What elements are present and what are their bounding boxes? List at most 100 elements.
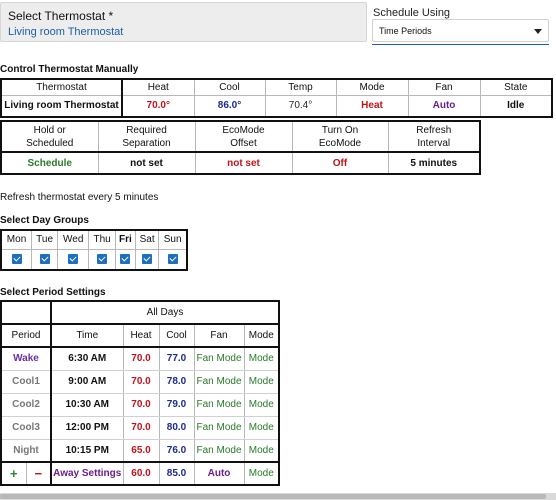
day-cell-tue (31, 249, 59, 270)
mode-cell[interactable]: Mode (244, 416, 279, 440)
period-wake[interactable]: Wake (1, 347, 52, 371)
day-sat: Sat (135, 230, 160, 250)
refresh-status-text: Refresh thermostat every 5 minutes (0, 192, 159, 203)
mode-cell[interactable]: Heat (336, 95, 409, 117)
col-mode: Mode (336, 79, 409, 96)
col-time: Time (51, 324, 124, 348)
refresh-interval-cell[interactable]: 5 minutes (410, 157, 458, 169)
remove-period-button[interactable]: − (26, 462, 52, 485)
select-thermostat-value[interactable]: Living room Thermostat (8, 26, 124, 38)
heat-setpoint-cell[interactable]: 70.0° (122, 95, 195, 117)
schedule-using-label: Schedule Using (373, 7, 451, 19)
day-tue: Tue (31, 230, 59, 250)
fan-mode-cell[interactable]: Fan Mode (194, 370, 245, 394)
col-cool: Cool (194, 79, 266, 96)
horizontal-scrollbar[interactable] (0, 493, 556, 500)
time-cell[interactable]: 12:00 PM (51, 416, 124, 440)
mode-cell[interactable]: Mode (244, 370, 279, 394)
schedule-using-select[interactable]: Time Periods (372, 19, 549, 42)
required-separation-cell[interactable]: not set (98, 152, 196, 174)
checkbox-mon[interactable] (11, 254, 22, 265)
checkbox-thu[interactable] (97, 254, 108, 265)
heat-cell[interactable]: 70.0 (123, 370, 160, 394)
mode-cell[interactable]: Mode (244, 347, 279, 371)
fan-cell[interactable]: Auto (408, 95, 481, 117)
period-settings-table: All Days Period Time Heat Cool Fan Mode … (0, 300, 280, 486)
away-heat-cell[interactable]: 60.0 (123, 462, 160, 485)
add-period-button[interactable]: + (1, 462, 27, 485)
time-cell[interactable]: 10:15 PM (51, 439, 124, 463)
day-groups-title: Select Day Groups (0, 215, 89, 226)
heat-cell[interactable]: 65.0 (123, 439, 160, 463)
mode-cell[interactable]: Mode (244, 393, 279, 417)
period-cool1[interactable]: Cool1 (1, 370, 52, 394)
fan-mode-cell[interactable]: Fan Mode (194, 439, 245, 463)
ecomode-offset-cell[interactable]: not set (195, 152, 293, 174)
col-refresh-interval: Refresh Interval (388, 121, 480, 153)
period-cool3[interactable]: Cool3 (1, 416, 52, 440)
checkbox-sat[interactable] (142, 254, 153, 265)
day-cell-sun (159, 249, 187, 270)
select-thermostat-label: Select Thermostat * (8, 9, 114, 23)
cool-setpoint-cell[interactable]: 86.0° (194, 95, 266, 117)
time-cell[interactable]: 6:30 AM (51, 347, 124, 371)
col-heat: Heat (122, 79, 195, 96)
day-wed: Wed (57, 230, 90, 250)
cool-cell[interactable]: 77.0 (159, 347, 195, 371)
col-period-heat: Heat (123, 324, 160, 348)
cool-cell[interactable]: 76.0 (159, 439, 195, 463)
schedule-select-underline (372, 44, 549, 45)
period-night[interactable]: Night (1, 439, 52, 463)
dropdown-caret-icon[interactable] (534, 29, 542, 34)
checkbox-tue[interactable] (39, 254, 50, 265)
col-hold-scheduled: Hold or Scheduled (1, 121, 99, 153)
away-cool-cell[interactable]: 85.0 (159, 462, 195, 485)
hold-scheduled-cell[interactable]: Schedule (1, 152, 99, 174)
control-table: Thermostat Heat Cool Temp Mode Fan State… (0, 78, 553, 118)
day-mon: Mon (1, 230, 33, 250)
period-blank-header (1, 301, 52, 325)
turn-on-ecomode-cell[interactable]: Off (292, 152, 389, 174)
fan-mode-cell[interactable]: Fan Mode (194, 416, 245, 440)
away-settings-cell[interactable]: Away Settings (51, 462, 124, 485)
period-cool2[interactable]: Cool2 (1, 393, 52, 417)
thermostat-name-cell: Living room Thermostat (1, 95, 123, 117)
cool-cell[interactable]: 80.0 (159, 416, 195, 440)
fan-mode-cell[interactable]: Fan Mode (194, 393, 245, 417)
mode-cell[interactable]: Mode (244, 439, 279, 463)
control-options-table: Hold or Scheduled Required Separation EcoM… (0, 120, 481, 175)
heat-cell[interactable]: 70.0 (123, 347, 160, 371)
cool-cell[interactable]: 78.0 (159, 370, 195, 394)
heat-cell[interactable]: 70.0 (123, 393, 160, 417)
col-temp: Temp (265, 79, 337, 96)
control-section-title: Control Thermostat Manually (0, 64, 139, 75)
col-thermostat: Thermostat (1, 79, 123, 96)
col-period: Period (1, 324, 52, 348)
state-cell: Idle (507, 100, 525, 112)
fan-mode-cell[interactable]: Fan Mode (194, 347, 245, 371)
select-thermostat-field[interactable]: Select Thermostat * Living room Thermost… (0, 2, 367, 42)
checkbox-wed[interactable] (68, 254, 79, 265)
checkbox-sun[interactable] (167, 254, 178, 265)
col-state: State (480, 79, 552, 96)
day-groups-table: Mon Tue Wed Thu Fri Sat Sun (0, 229, 188, 271)
col-period-fan: Fan (194, 324, 245, 348)
away-mode-cell[interactable]: Mode (248, 468, 274, 479)
col-turn-on-ecomode: Turn On EcoMode (292, 121, 389, 153)
time-cell[interactable]: 10:30 AM (51, 393, 124, 417)
checkbox-fri[interactable] (120, 254, 131, 265)
day-cell-sat (135, 249, 160, 270)
col-required-separation: Required Separation (98, 121, 196, 153)
heat-cell[interactable]: 70.0 (123, 416, 160, 440)
col-period-cool: Cool (159, 324, 195, 348)
day-fri: Fri (115, 230, 136, 250)
away-fan-cell[interactable]: Auto (194, 462, 245, 485)
period-settings-title: Select Period Settings (0, 287, 106, 298)
day-cell-wed (57, 249, 90, 270)
scrollbar-thumb[interactable] (0, 494, 546, 499)
day-cell-thu (88, 249, 116, 270)
time-cell[interactable]: 9:00 AM (51, 370, 124, 394)
schedule-using-value: Time Periods (379, 26, 432, 36)
cool-cell[interactable]: 79.0 (159, 393, 195, 417)
day-cell-fri (115, 249, 136, 270)
